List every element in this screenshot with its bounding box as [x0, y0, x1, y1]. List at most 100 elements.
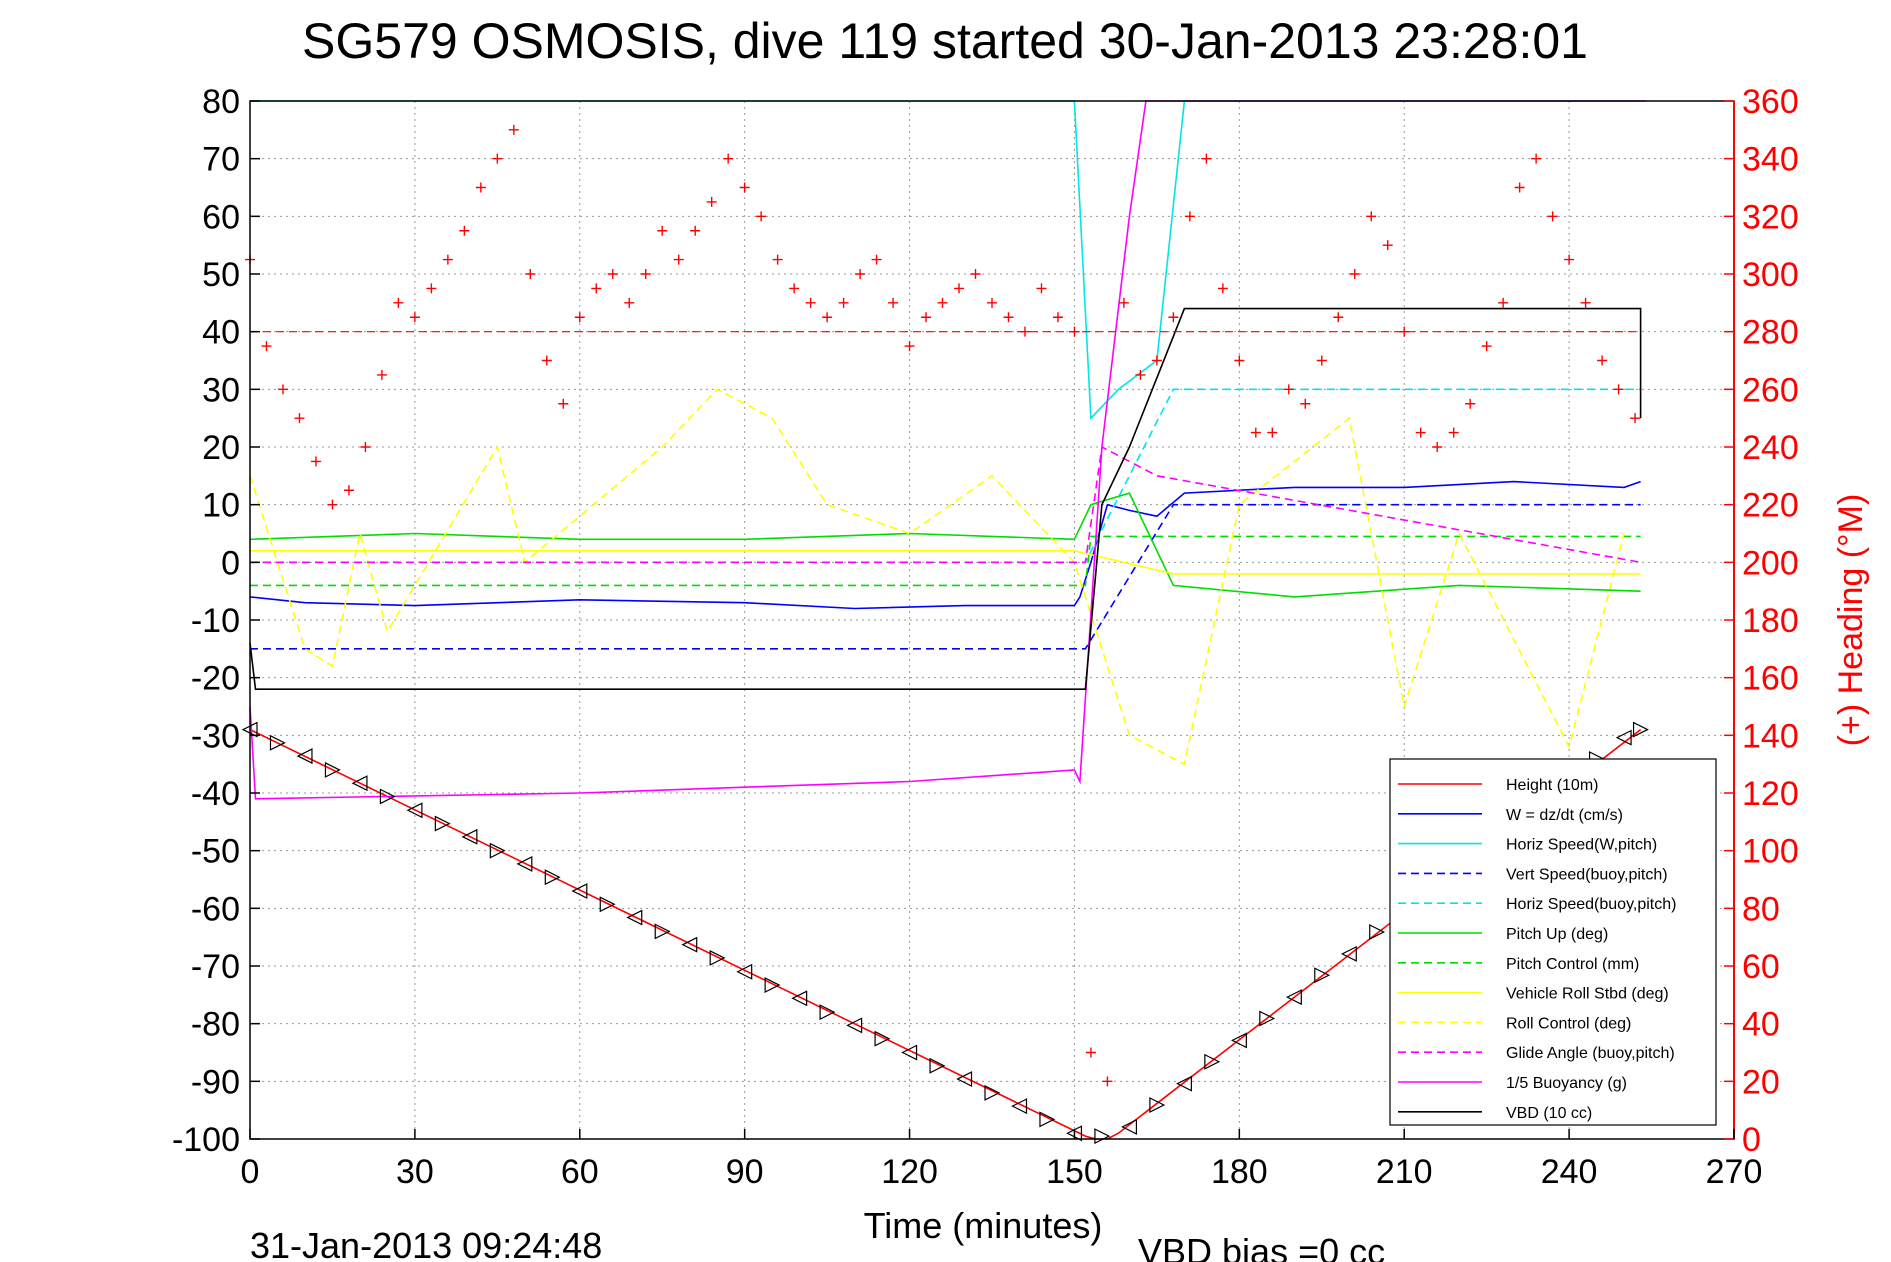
- left-tick-label: -60: [191, 890, 240, 928]
- left-tick-label: -40: [191, 775, 240, 813]
- legend-label: Vert Speed(buoy,pitch): [1506, 866, 1668, 883]
- legend-label: VBD (10 cc): [1506, 1105, 1592, 1122]
- left-tick-label: -20: [191, 660, 240, 698]
- heading-point: [393, 297, 404, 308]
- position-marker: [929, 1057, 946, 1074]
- heading-point: [1283, 384, 1294, 395]
- left-tick-label: 40: [202, 314, 240, 352]
- position-marker: [1632, 721, 1649, 738]
- right-tick-label: 240: [1742, 429, 1799, 467]
- left-tick-label: 0: [221, 544, 240, 582]
- heading-point: [904, 341, 915, 352]
- heading-point: [1349, 269, 1360, 279]
- footer-timestamp: 31-Jan-2013 09:24:48: [250, 1225, 602, 1262]
- heading-point: [1201, 153, 1212, 164]
- heading-point: [723, 153, 734, 164]
- heading-point: [838, 297, 849, 308]
- left-tick-label: -50: [191, 833, 240, 871]
- legend-label: W = dz/dt (cm/s): [1506, 807, 1623, 824]
- position-marker: [1230, 1032, 1247, 1049]
- heading-point: [1465, 398, 1476, 409]
- position-marker: [269, 734, 286, 751]
- right-tick-label: 300: [1742, 256, 1799, 294]
- heading-point: [1102, 1076, 1113, 1087]
- position-marker: [819, 1004, 836, 1021]
- heading-point: [1481, 341, 1492, 352]
- heading-point: [640, 269, 651, 279]
- position-marker: [324, 761, 341, 778]
- position-marker: [434, 815, 451, 832]
- series-line: [249, 492, 1641, 598]
- series-line: [250, 100, 1641, 421]
- position-marker: [1615, 729, 1632, 746]
- heading-point: [888, 297, 899, 308]
- position-marker: [901, 1044, 918, 1061]
- heading-point: [1069, 326, 1080, 337]
- left-tick-label: 30: [202, 371, 240, 409]
- position-marker: [489, 842, 506, 859]
- x-tick-label: 90: [726, 1153, 764, 1191]
- heading-point: [442, 254, 453, 265]
- x-axis-ticks: 0 30 60 90 120 150 180 210 240 270: [241, 1129, 1762, 1191]
- position-marker: [654, 923, 671, 940]
- heading-point: [921, 312, 932, 323]
- heading-point: [327, 499, 338, 510]
- legend-label: Horiz Speed(buoy,pitch): [1506, 896, 1676, 913]
- legend-label: Pitch Control (mm): [1506, 956, 1639, 973]
- heading-point: [1267, 427, 1278, 438]
- position-marker: [846, 1017, 863, 1034]
- heading-point: [294, 413, 305, 424]
- heading-point: [1184, 211, 1195, 222]
- position-marker: [626, 909, 643, 926]
- x-tick-label: 60: [561, 1153, 599, 1191]
- heading-point: [343, 485, 354, 496]
- legend-label: Vehicle Roll Stbd (deg): [1506, 986, 1669, 1003]
- heading-point: [1630, 413, 1641, 424]
- x-tick-label: 120: [881, 1153, 938, 1191]
- position-marker: [874, 1030, 891, 1047]
- heading-point: [1250, 427, 1261, 438]
- heading-point: [409, 312, 420, 323]
- position-marker: [1340, 945, 1357, 962]
- heading-point: [607, 269, 618, 279]
- heading-point: [574, 312, 585, 323]
- heading-point: [1118, 297, 1129, 308]
- left-tick-label: 10: [202, 487, 240, 525]
- heading-point: [1613, 384, 1624, 395]
- position-marker: [1039, 1111, 1056, 1128]
- right-axis-ticks: 3603403203002802602402202001801601401201…: [1724, 83, 1799, 1159]
- position-marker: [791, 990, 808, 1007]
- series-line: [249, 480, 1641, 610]
- position-marker: [1314, 967, 1331, 984]
- position-marker: [736, 963, 753, 980]
- position-marker: [516, 855, 533, 872]
- heading-point: [558, 398, 569, 409]
- heading-point: [261, 341, 272, 352]
- right-tick-label: 60: [1742, 948, 1780, 986]
- heading-point: [789, 283, 800, 294]
- heading-point: [756, 211, 767, 222]
- heading-point: [1531, 153, 1542, 164]
- right-tick-label: 40: [1742, 1006, 1780, 1044]
- position-marker: [709, 949, 726, 966]
- heading-point: [690, 225, 701, 236]
- left-tick-label: -90: [191, 1063, 240, 1101]
- x-tick-label: 30: [396, 1153, 434, 1191]
- left-tick-label: 70: [202, 141, 240, 179]
- position-marker: [1285, 989, 1302, 1006]
- left-tick-label: 80: [202, 83, 240, 121]
- x-tick-label: 240: [1541, 1153, 1598, 1191]
- heading-point: [426, 283, 437, 294]
- heading-point: [277, 384, 288, 395]
- left-tick-label: 60: [202, 198, 240, 236]
- heading-point: [541, 355, 552, 366]
- heading-point: [1135, 369, 1146, 380]
- heading-point: [1382, 240, 1393, 251]
- heading-markers: [245, 124, 1641, 1087]
- heading-point: [1498, 297, 1509, 308]
- heading-point: [1366, 211, 1377, 222]
- footer-vbd-bias: VBD bias =0 cc: [1138, 1231, 1385, 1262]
- position-marker: [1204, 1053, 1221, 1070]
- heading-point: [360, 442, 371, 452]
